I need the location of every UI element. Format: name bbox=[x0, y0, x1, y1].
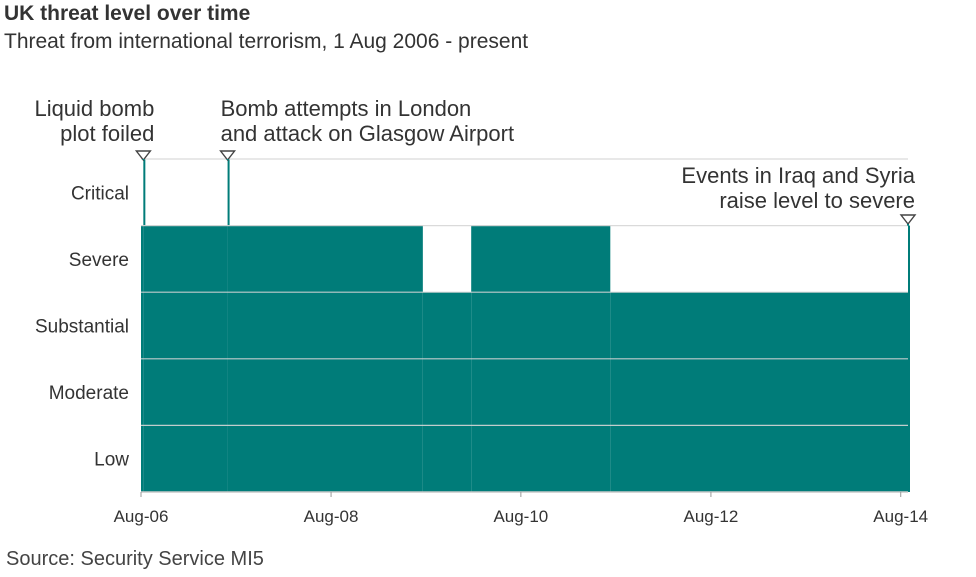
annotation-marker-0 bbox=[134, 150, 152, 162]
threat-segment-7 bbox=[610, 292, 908, 492]
y-label-low: Low bbox=[94, 450, 129, 471]
x-label-aug-12: Aug-12 bbox=[684, 507, 739, 526]
x-label-aug-06: Aug-06 bbox=[114, 507, 169, 526]
x-label-aug-14: Aug-14 bbox=[873, 507, 928, 526]
chart-subtitle: Threat from international terrorism, 1 A… bbox=[4, 30, 529, 53]
x-label-aug-10: Aug-10 bbox=[493, 507, 548, 526]
threat-segment-5 bbox=[422, 292, 472, 492]
y-label-moderate: Moderate bbox=[49, 383, 129, 404]
annotation-text-1-line-0: Bomb attempts in London bbox=[221, 96, 472, 121]
annotation-text-1-line-1: and attack on Glasgow Airport bbox=[221, 121, 515, 146]
annotation-marker-1 bbox=[219, 150, 237, 162]
annotation-text-0-line-1: plot foiled bbox=[60, 121, 154, 146]
chart-title: UK threat level over time bbox=[4, 2, 251, 25]
source-note: Source: Security Service MI5 bbox=[6, 548, 264, 570]
x-label-aug-08: Aug-08 bbox=[304, 507, 359, 526]
y-label-substantial: Substantial bbox=[35, 317, 129, 338]
threat-segment-1 bbox=[143, 159, 146, 492]
threat-segment-8 bbox=[908, 225, 910, 492]
annotation-text-2-line-1: raise level to severe bbox=[719, 188, 915, 213]
y-label-critical: Critical bbox=[71, 183, 129, 204]
annotation-text-0-line-0: Liquid bomb bbox=[34, 96, 154, 121]
annotation-text-2-line-0: Events in Iraq and Syria bbox=[681, 163, 915, 188]
annotation-marker-2 bbox=[899, 214, 917, 226]
threat-segment-3 bbox=[227, 159, 230, 492]
y-label-severe: Severe bbox=[69, 250, 129, 271]
